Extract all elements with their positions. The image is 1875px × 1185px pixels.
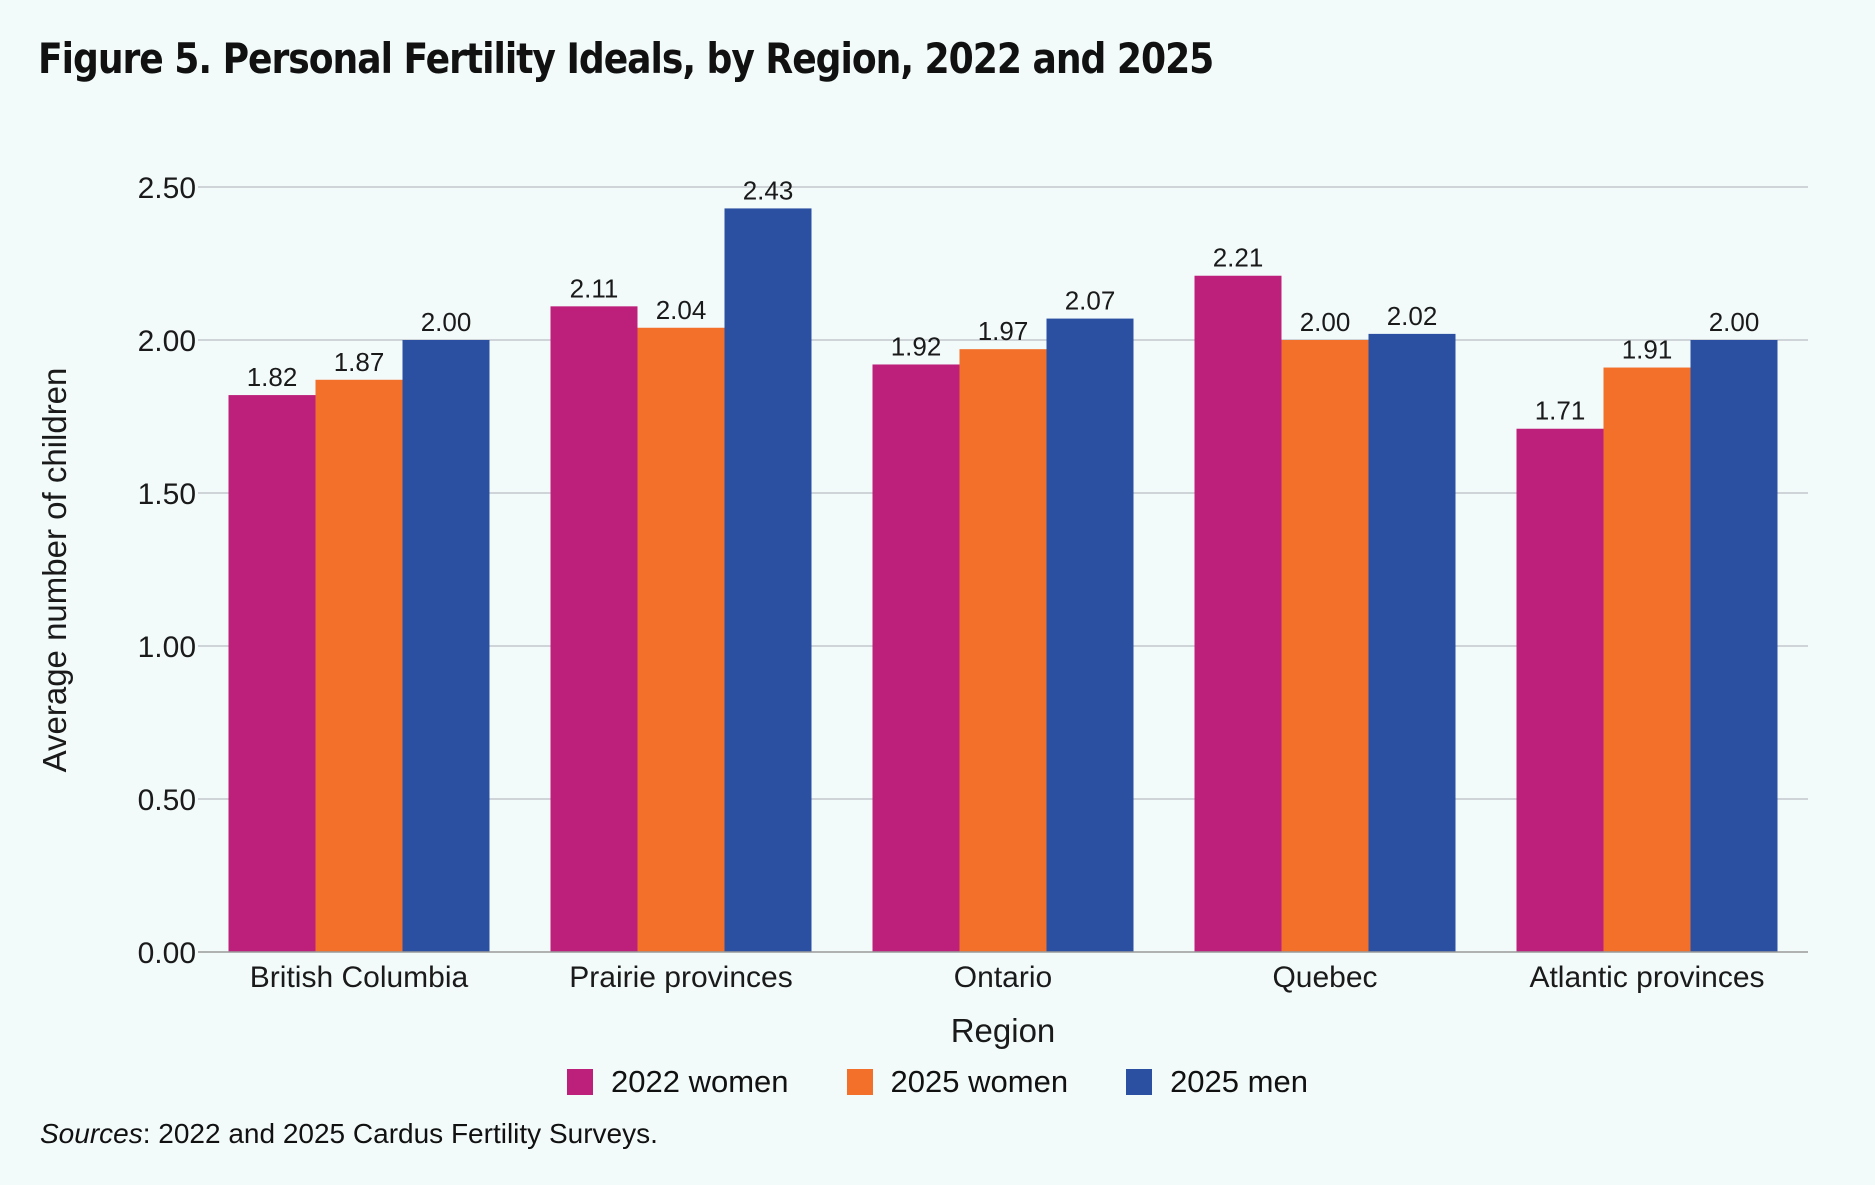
bar-prairie-provinces-2025-women (637, 327, 725, 952)
sources-text: : 2022 and 2025 Cardus Fertility Surveys… (142, 1118, 658, 1149)
data-label-quebec-2022-women: 2.21 (1213, 243, 1264, 273)
sources-label: Sources (40, 1118, 143, 1149)
data-label-prairie-provinces-2025-women: 2.04 (656, 295, 707, 325)
data-label-quebec-2025-men: 2.02 (1387, 301, 1438, 331)
data-label-ontario-2025-women: 1.97 (978, 316, 1029, 346)
legend-item-2025-men: 2025 men (1126, 1064, 1308, 1100)
bar-prairie-provinces-2022-women (550, 306, 638, 953)
bar-british-columbia-2025-women (315, 379, 403, 952)
data-label-atlantic-provinces-2025-men: 2.00 (1709, 307, 1760, 337)
data-label-prairie-provinces-2022-women: 2.11 (570, 273, 619, 303)
legend-label-2025-women: 2025 women (890, 1064, 1069, 1099)
x-category-label-british-columbia: British Columbia (250, 961, 469, 994)
x-category-label-ontario: Ontario (954, 961, 1052, 994)
chart-title: Figure 5. Personal Fertility Ideals, by … (38, 34, 1214, 83)
bar-ontario-2025-women (959, 349, 1047, 952)
y-tick-label-2-50: 2.50 (138, 172, 196, 205)
x-axis-categories: British Columbia Prairie provinces Ontario… (250, 961, 1765, 994)
bar-quebec-2025-women (1281, 340, 1369, 952)
legend-label-2025-men: 2025 men (1170, 1064, 1308, 1099)
bar-british-columbia-2025-men (402, 340, 490, 952)
bar-quebec-2022-women (1194, 275, 1282, 952)
bar-prairie-provinces-2025-men (724, 208, 812, 953)
y-tick-label-1-50: 1.50 (138, 478, 196, 511)
bar-atlantic-provinces-2025-men (1690, 340, 1778, 952)
bar-atlantic-provinces-2025-women (1603, 367, 1691, 952)
legend-item-2022-women: 2022 women (567, 1064, 789, 1100)
bar-quebec-2025-men (1368, 333, 1456, 952)
legend-swatch-2025-men (1126, 1069, 1153, 1095)
y-tick-label-2-00: 2.00 (138, 325, 196, 358)
legend-item-2025-women: 2025 women (846, 1064, 1069, 1100)
legend-swatch-2022-women (567, 1069, 594, 1095)
legend: 2022 women 2025 women 2025 men (0, 1064, 1875, 1100)
data-label-ontario-2025-men: 2.07 (1065, 286, 1116, 316)
y-tick-label-1-00: 1.00 (138, 631, 196, 664)
x-category-label-prairie-provinces: Prairie provinces (569, 961, 792, 994)
y-axis-title: Average number of children (36, 368, 73, 773)
data-label-atlantic-provinces-2022-women: 1.71 (1535, 396, 1586, 426)
data-label-ontario-2022-women: 1.92 (891, 331, 942, 361)
bar-ontario-2025-men (1046, 318, 1134, 953)
x-axis-title: Region (951, 1012, 1056, 1049)
bar-british-columbia-2022-women (228, 395, 316, 953)
bars (228, 208, 1778, 953)
data-label-british-columbia-2025-women: 1.87 (334, 347, 385, 377)
bar-ontario-2022-women (872, 364, 960, 953)
sources-note: Sources: 2022 and 2025 Cardus Fertility … (40, 1118, 658, 1150)
bar-atlantic-provinces-2022-women (1516, 428, 1604, 952)
data-label-british-columbia-2025-men: 2.00 (421, 307, 472, 337)
legend-label-2022-women: 2022 women (611, 1064, 789, 1099)
data-labels: 1.82 1.87 2.00 2.11 2.04 2.43 1.92 1.97 2.07 2.21… (247, 175, 1760, 425)
data-label-british-columbia-2022-women: 1.82 (247, 362, 298, 392)
x-category-label-quebec: Quebec (1272, 961, 1377, 994)
x-category-label-atlantic-provinces: Atlantic provinces (1529, 961, 1764, 994)
y-axis-ticks: 0.00 0.50 1.00 1.50 2.00 2.50 (138, 172, 196, 970)
data-label-atlantic-provinces-2025-women: 1.91 (1622, 335, 1673, 365)
y-tick-label-0-00: 0.00 (138, 937, 196, 970)
data-label-quebec-2025-women: 2.00 (1300, 307, 1351, 337)
legend-swatch-2025-women (846, 1069, 873, 1095)
data-label-prairie-provinces-2025-men: 2.43 (743, 175, 794, 205)
y-tick-label-0-50: 0.50 (138, 784, 196, 817)
